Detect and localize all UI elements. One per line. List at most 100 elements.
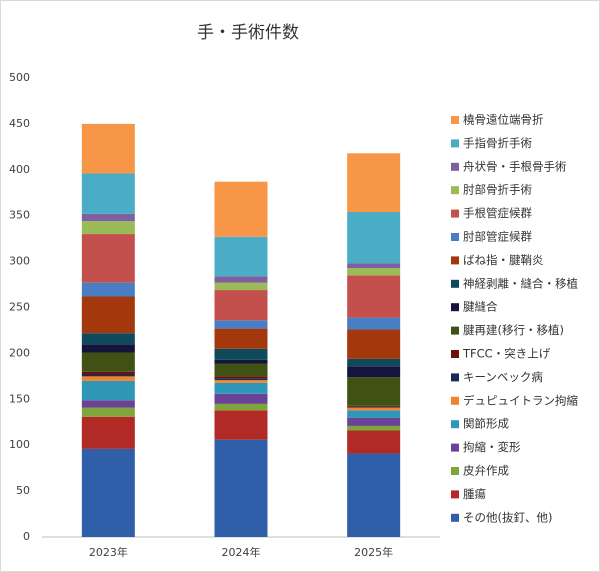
bar-segment [214, 276, 268, 283]
legend-swatch [451, 279, 459, 288]
bar-segment [214, 439, 268, 537]
legend-label: 肘部管症候群 [463, 230, 532, 244]
legend-swatch [451, 139, 459, 148]
bar-segment [214, 290, 268, 321]
legend-label: 手根管症候群 [463, 206, 532, 220]
legend-label: 皮弁作成 [463, 464, 509, 478]
y-tick-label: 350 [9, 209, 30, 222]
bar-segment [214, 393, 268, 404]
legend-swatch [451, 396, 459, 405]
bar-segment [81, 221, 135, 235]
bar-segment [347, 453, 401, 537]
legend-label: 腱再建(移行・移植) [463, 323, 564, 337]
bar-segment [214, 328, 268, 349]
y-tick-label: 0 [23, 530, 30, 543]
legend-swatch [451, 467, 459, 475]
legend-label: TFCC・突き上げ [462, 347, 551, 361]
x-tick-label: 2023年 [89, 545, 128, 559]
bar-segment [347, 317, 401, 330]
y-tick-label: 400 [9, 163, 30, 176]
legend-swatch [451, 256, 459, 265]
bar-segment [81, 333, 135, 345]
legend-label: キーンベック病 [463, 370, 543, 384]
bar-segment [214, 363, 268, 377]
bar-segment [347, 417, 401, 426]
y-tick-label: 100 [9, 438, 30, 451]
bar-segment [214, 181, 268, 237]
legend-label: デュピュイトラン拘縮 [463, 393, 578, 407]
bar-segment [347, 377, 401, 406]
bar-segment [214, 403, 268, 411]
legend-label: 肘部骨折手術 [463, 183, 532, 197]
bar-segment [81, 282, 135, 297]
bar-segment [81, 448, 135, 537]
bar-segment [81, 352, 135, 372]
y-tick-label: 250 [9, 301, 30, 314]
legend-swatch [451, 420, 459, 429]
bar-segment [214, 380, 268, 383]
bar-segment [81, 407, 135, 417]
legend-label: 腱縫合 [463, 300, 498, 314]
bar-segment [214, 320, 268, 329]
legend-swatch [451, 116, 459, 124]
legend-label: その他(抜釘、他) [463, 510, 552, 524]
bar-segment [347, 268, 401, 276]
bar-segment [214, 348, 268, 360]
bar-segment [81, 344, 135, 353]
bar-segment [81, 376, 135, 381]
legend-label: ばね指・腱鞘炎 [463, 253, 544, 267]
y-tick-label: 50 [16, 484, 30, 497]
bar-segment [347, 212, 401, 264]
y-tick-label: 150 [9, 392, 30, 405]
legend-swatch [451, 233, 459, 241]
bar-segment [81, 374, 135, 377]
bar-segment [347, 406, 401, 408]
bar-segment [81, 234, 135, 283]
x-tick-label: 2024年 [222, 545, 261, 559]
legend-swatch [451, 513, 459, 522]
bar-segment [347, 366, 401, 378]
bar-segment [81, 173, 135, 214]
bar-segment [81, 123, 135, 174]
bar-segment [214, 410, 268, 440]
y-tick-label: 200 [9, 346, 30, 359]
bar-segment [214, 378, 268, 381]
bar-segment [347, 407, 401, 411]
bar-segment [81, 400, 135, 408]
bar-segment [347, 275, 401, 318]
bar-segment [347, 358, 401, 367]
y-tick-label: 300 [9, 255, 30, 268]
bar-segment [347, 430, 401, 454]
legend-label: 橈骨遠位端骨折 [463, 113, 544, 127]
bar-segment [81, 213, 135, 222]
legend-label: 拘縮・変形 [463, 440, 521, 454]
legend-label: 神経剥離・縫合・移植 [463, 276, 578, 290]
chart-title: 手・手術件数 [197, 23, 299, 43]
legend-label: 手指骨折手術 [463, 136, 532, 150]
bar-segment [214, 382, 268, 394]
bar-segment [81, 296, 135, 334]
legend-swatch [451, 326, 459, 335]
bar-segment [347, 153, 401, 213]
legend-swatch [451, 209, 459, 218]
legend-label: 腫瘍 [463, 487, 486, 501]
bar-segment [347, 263, 401, 269]
bar-segment [214, 236, 268, 277]
legend-swatch [451, 162, 459, 171]
bar-segment [214, 376, 268, 379]
legend-swatch [451, 490, 459, 499]
legend-label: 舟状骨・手根骨手術 [463, 159, 567, 173]
bar-segment [81, 380, 135, 401]
legend-swatch [451, 186, 459, 195]
legend-label: 関節形成 [463, 417, 509, 431]
legend-swatch [451, 350, 459, 358]
legend-swatch [451, 373, 459, 382]
y-tick-label: 450 [9, 117, 30, 130]
bar-segment [81, 416, 135, 449]
legend-swatch [451, 443, 459, 452]
bar-segment [214, 282, 268, 291]
bar-segment [214, 359, 268, 364]
y-tick-label: 500 [9, 71, 30, 84]
x-tick-label: 2025年 [354, 545, 393, 559]
